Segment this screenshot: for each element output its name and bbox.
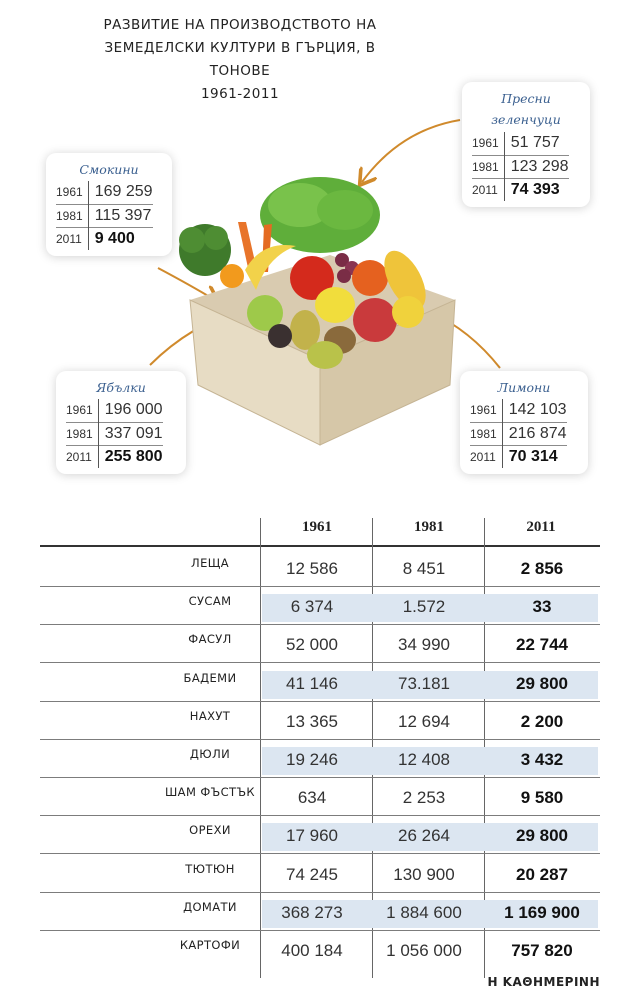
row-divider	[40, 929, 600, 931]
apples-card: Ябълки 1961 196 000 1981 337 091 2011 255 8…	[56, 371, 186, 474]
row-divider	[40, 815, 600, 817]
row-label: ДОМАТИ	[183, 899, 237, 914]
year-header-2011: 2011	[526, 519, 556, 535]
card-table: 1961 51 757 1981 123 298 2011 74 393	[472, 132, 569, 201]
row-label: ШАМ ФЪСТЪК	[164, 785, 255, 800]
year-header-1981: 1981	[414, 519, 444, 535]
year-header-1961: 1961	[302, 519, 332, 535]
vegetables-card: Пресни зеленчуци 1961 51 757 1981 123 298 …	[462, 82, 590, 207]
row-label: ДЮЛИ	[189, 747, 231, 761]
value-1981: 130 900	[393, 864, 455, 884]
value-2011: 2 200	[520, 711, 564, 731]
row-divider	[40, 586, 600, 587]
value-1961: 6 374	[290, 597, 334, 617]
value-1981: 8 451	[402, 559, 446, 578]
value-1981: 26 264	[398, 826, 450, 846]
card-title: Лимони	[497, 380, 551, 395]
value-1981: 73.181	[398, 673, 450, 693]
column-divider	[260, 518, 261, 978]
row-label: СУСАМ	[188, 594, 232, 609]
row-label: ЛЕЩА	[191, 556, 229, 570]
value-1961: 12 586	[286, 559, 338, 578]
table-row: ТЮТЮН 74 245 130 900 20 287	[40, 855, 600, 893]
value-2011: 22 744	[516, 635, 568, 655]
card-title: Пресни зеленчуци	[491, 91, 561, 127]
value-1961: 400 184	[281, 941, 343, 960]
row-shade	[262, 823, 598, 852]
row-label: ОРЕХИ	[189, 823, 231, 838]
row-divider	[40, 738, 600, 740]
value-1961: 74 245	[286, 864, 338, 884]
value-1981: 1 056 000	[386, 941, 462, 960]
value-1981: 12 408	[398, 750, 450, 769]
value-1981: 1.572	[402, 597, 446, 617]
table-row: КАРТОФИ 400 184 1 056 000 757 820	[40, 931, 600, 969]
value-2011: 29 800	[516, 826, 568, 846]
row-divider	[40, 853, 600, 855]
row-label: ФАСУЛ	[188, 632, 232, 647]
value-1961: 52 000	[286, 635, 338, 655]
publisher-logo: Η ΚΑΘΗΜΕΡΙΝΗ	[487, 975, 600, 989]
value-1981: 1 884 600	[386, 902, 462, 922]
card-table: 1961 142 103 1981 216 874 2011 70 314	[470, 399, 567, 468]
card-table: 1961 196 000 1981 337 091 2011 255 800	[66, 399, 163, 468]
value-2011: 33	[532, 597, 552, 617]
value-1961: 19 246	[286, 750, 338, 769]
lemons-card: Лимони 1961 142 103 1981 216 874 2011 70 31…	[460, 371, 588, 474]
value-2011: 9 580	[520, 788, 564, 808]
header-divider	[40, 545, 600, 547]
value-1961: 41 146	[286, 673, 338, 693]
table-row: ЛЕЩА 12 586 8 451 2 856	[40, 549, 600, 587]
row-divider	[40, 662, 600, 664]
value-1961: 13 365	[286, 711, 338, 731]
row-label: НАХУТ	[189, 708, 231, 723]
value-1961: 368 273	[281, 902, 343, 922]
row-divider	[40, 624, 600, 626]
row-divider	[40, 891, 600, 893]
value-1981: 12 694	[398, 711, 450, 731]
row-shade	[262, 670, 598, 699]
value-2011: 757 820	[511, 941, 573, 960]
value-1981: 34 990	[398, 635, 450, 655]
value-2011: 29 800	[516, 673, 568, 693]
row-divider	[40, 777, 600, 778]
row-shade	[262, 899, 598, 928]
row-shade	[262, 594, 598, 623]
table-row: ДЮЛИ 19 246 12 408 3 432	[40, 740, 600, 778]
value-2011: 20 287	[516, 864, 568, 884]
value-1961: 634	[297, 788, 327, 808]
value-1961: 17 960	[286, 826, 338, 846]
table-row: НАХУТ 13 365 12 694 2 200	[40, 702, 600, 740]
row-divider	[40, 700, 600, 702]
row-label: ТЮТЮН	[185, 861, 235, 876]
card-table: 1961 169 259 1981 115 397 2011 9 400	[56, 181, 153, 250]
table-row: ФАСУЛ 52 000 34 990 22 744	[40, 625, 600, 664]
card-title: Смокини	[79, 162, 139, 177]
table-row: ШАМ ФЪСТЪК 634 2 253 9 580	[40, 778, 600, 817]
card-title: Ябълки	[96, 380, 146, 395]
table-row: ОРЕХИ 17 960 26 264 29 800	[40, 816, 600, 855]
row-shade	[262, 747, 598, 775]
table-row: ДОМАТИ 368 273 1 884 600 1 169 900	[40, 893, 600, 931]
row-label: БАДЕМИ	[183, 670, 237, 685]
value-2011: 1 169 900	[504, 902, 580, 922]
value-1981: 2 253	[402, 788, 446, 808]
value-2011: 2 856	[520, 559, 564, 578]
table-row: БАДЕМИ 41 146 73.181 29 800	[40, 664, 600, 702]
value-2011: 3 432	[520, 750, 564, 769]
table-row: СУСАМ 6 374 1.572 33	[40, 587, 600, 626]
figs-card: Смокини 1961 169 259 1981 115 397 2011 9 40…	[46, 153, 172, 256]
page-title: РАЗВИТИЕ НА ПРОИЗВОДСТВОТО НА ЗЕМЕДЕЛСКИ…	[103, 17, 377, 102]
row-label: КАРТОФИ	[179, 938, 241, 952]
